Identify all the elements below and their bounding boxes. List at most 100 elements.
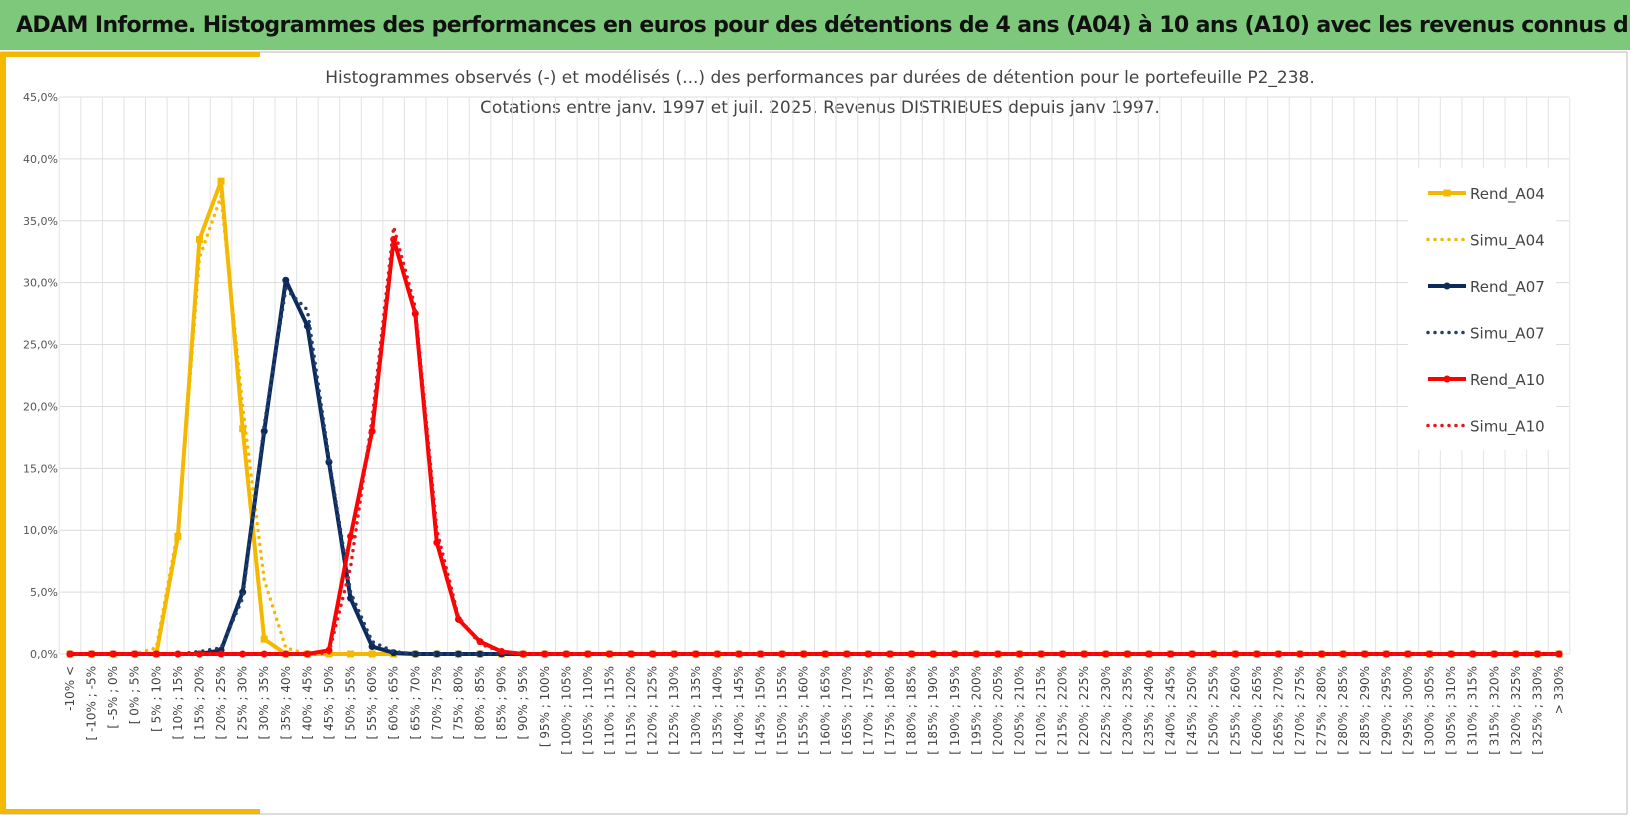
marker [519,650,527,658]
x-tick-label: [ 105% ; 110% [581,666,595,755]
accent [0,52,6,814]
y-tick-label: 20,0% [23,400,58,413]
marker [972,650,980,658]
x-tick-label: [ 310% ; 315% [1466,666,1480,755]
marker [174,532,182,540]
x-tick-label: [ 260% ; 265% [1250,666,1264,755]
x-tick-label: [ 195% ; 200% [969,666,983,755]
marker [1016,650,1024,658]
y-tick-label: 25,0% [23,339,58,352]
marker [1037,650,1045,658]
marker [821,650,829,658]
x-tick-label: [ 295% ; 300% [1401,666,1415,755]
legend-box [1408,168,1556,450]
x-tick-label: [ 55% ; 60% [365,666,379,740]
x-tick-label: [ 10% ; 15% [171,666,185,740]
marker [800,650,808,658]
x-tick-label: [ 90% ; 95% [516,666,530,740]
marker [994,650,1002,658]
chart: Histogrammes observés (-) et modélisés (… [0,51,1628,815]
x-tick-label: [ 315% ; 320% [1487,666,1501,755]
y-tick-label: 40,0% [23,153,58,166]
legend-marker [1443,282,1451,290]
x-tick-label: [ 270% ; 275% [1293,666,1307,755]
marker [1059,650,1067,658]
x-tick-label: [ 130% ; 135% [689,666,703,755]
header-title: ADAM Informe. Histogrammes des performan… [0,0,1630,50]
marker [347,650,355,658]
legend-label: Rend_A10 [1470,371,1545,390]
x-tick-label: [ 50% ; 55% [344,666,358,740]
x-tick-label: [ 255% ; 260% [1228,666,1242,755]
legend-marker [1443,375,1451,383]
y-tick-label: 30,0% [23,277,58,290]
y-tick-label: 5,0% [30,586,58,599]
x-tick-label: [ 15% ; 20% [192,666,206,740]
x-tick-label: [ 240% ; 245% [1164,666,1178,755]
x-tick-label: [ 245% ; 250% [1185,666,1199,755]
marker [778,650,786,658]
marker [1296,650,1304,658]
x-tick-label: [ -5% ; 0% [106,666,120,729]
x-tick-label: [ 0% ; 5% [128,666,142,724]
x-tick-label: [ 65% ; 70% [408,666,422,740]
marker [239,425,247,433]
x-tick-label: [ 160% ; 165% [818,666,832,755]
marker [735,650,743,658]
x-tick-label: [ 215% ; 220% [1056,666,1070,755]
marker [260,650,268,658]
x-tick-label: [ 200% ; 205% [991,666,1005,755]
x-tick-label: [ 60% ; 65% [387,666,401,740]
x-tick-label: [ 275% ; 280% [1315,666,1329,755]
marker [347,532,355,540]
marker [454,650,462,658]
marker [152,650,160,658]
x-tick-label: [ 220% ; 225% [1077,666,1091,755]
x-tick-label: [ 170% ; 175% [861,666,875,755]
marker [1080,650,1088,658]
x-tick-label: [ 150% ; 155% [775,666,789,755]
x-tick-label: [ 305% ; 310% [1444,666,1458,755]
x-tick-label: [ 100% ; 105% [559,666,573,755]
x-tick-label: [ 30% ; 35% [257,666,271,740]
x-tick-label: > 330% [1552,666,1566,714]
x-tick-label: [ 180% ; 185% [905,666,919,755]
y-tick-label: 35,0% [23,215,58,228]
x-tick-label: [ 20% ; 25% [214,666,228,740]
x-tick-label: [ 265% ; 270% [1271,666,1285,755]
marker [239,650,247,658]
legend-marker [1443,189,1451,197]
legend-label: Rend_A04 [1470,185,1545,204]
accent [0,809,260,814]
x-tick-label: [ 205% ; 210% [1013,666,1027,755]
x-tick-label: [ 115% ; 120% [624,666,638,755]
marker [368,650,376,658]
marker [368,643,376,651]
series-line [68,225,1561,656]
x-tick-label: [ 45% ; 50% [322,666,336,740]
x-tick-label: -10% < [63,666,77,711]
x-tick-label: [ 285% ; 290% [1358,666,1372,755]
marker [562,650,570,658]
x-tick-label: [ 175% ; 180% [883,666,897,755]
x-tick-label: [ 155% ; 160% [797,666,811,755]
legend-label: Rend_A07 [1470,278,1545,297]
marker [1339,650,1347,658]
accent [0,52,260,57]
legend-label: Simu_A07 [1470,325,1545,344]
marker [1533,650,1541,658]
x-tick-label: [ 145% ; 150% [754,666,768,755]
marker [476,650,484,658]
x-tick-label: [ 135% ; 140% [710,666,724,755]
marker [713,650,721,658]
chart-title: Histogrammes observés (-) et modélisés (… [325,68,1315,88]
x-tick-label: [ 70% ; 75% [430,666,444,740]
marker [1512,650,1520,658]
x-tick-label: [ 325% ; 330% [1530,666,1544,755]
x-tick-label: [ 110% ; 115% [602,666,616,755]
x-tick-label: [ 140% ; 145% [732,666,746,755]
y-tick-label: 10,0% [23,524,58,537]
y-tick-label: 45,0% [23,91,58,104]
marker [541,650,549,658]
marker [1253,650,1261,658]
